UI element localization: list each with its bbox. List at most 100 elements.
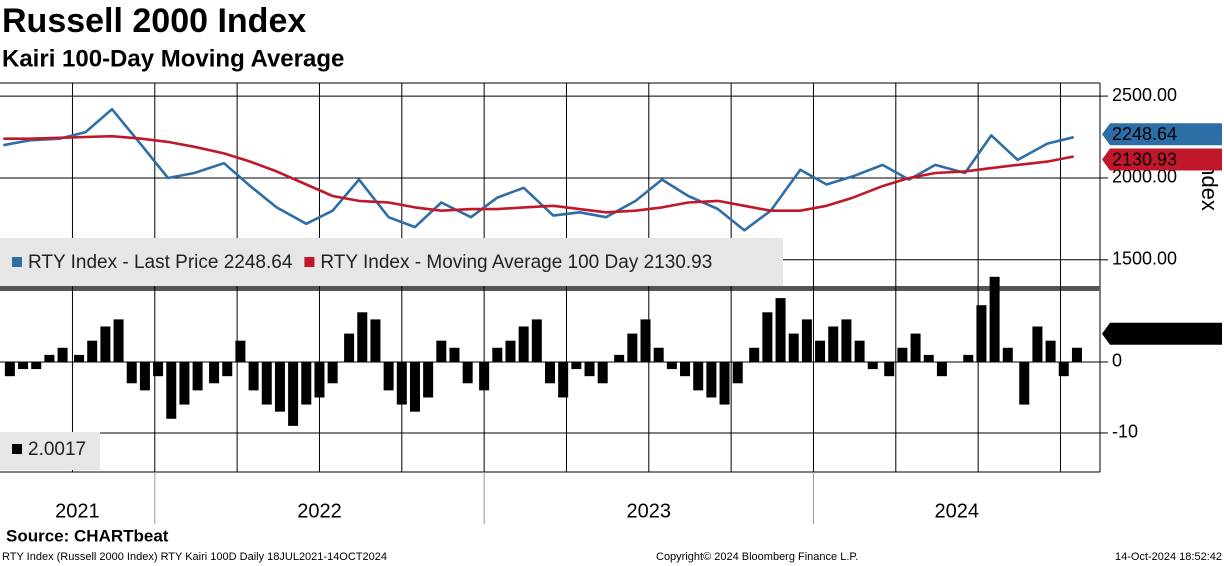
bar bbox=[113, 319, 124, 362]
bar bbox=[222, 361, 233, 377]
bar bbox=[314, 361, 325, 398]
bar bbox=[423, 361, 434, 398]
bar bbox=[209, 361, 220, 384]
bar bbox=[100, 326, 111, 362]
y-tick-label: -10 bbox=[1112, 422, 1138, 442]
bar bbox=[261, 361, 272, 405]
bar bbox=[87, 340, 98, 362]
x-tick-label: 2023 bbox=[627, 500, 672, 522]
bar bbox=[235, 340, 246, 362]
bar bbox=[370, 319, 381, 362]
bar bbox=[31, 361, 42, 370]
bar bbox=[409, 361, 420, 412]
bar bbox=[867, 361, 878, 370]
bar bbox=[4, 361, 15, 377]
bar bbox=[706, 361, 717, 398]
bar bbox=[584, 361, 595, 377]
bar bbox=[680, 361, 691, 377]
bar bbox=[153, 361, 164, 377]
bar bbox=[1019, 361, 1030, 405]
bar bbox=[801, 319, 812, 362]
bar bbox=[344, 333, 355, 362]
bar bbox=[884, 361, 895, 377]
bar bbox=[640, 319, 651, 362]
bar bbox=[1071, 347, 1082, 362]
x-tick-label: 2022 bbox=[297, 500, 342, 522]
bar bbox=[1002, 347, 1013, 362]
bar bbox=[57, 347, 68, 362]
source: Source: CHARTbeat bbox=[6, 526, 169, 545]
last-value-box bbox=[1102, 123, 1222, 146]
bar bbox=[44, 354, 55, 362]
y-tick-label: 1500.00 bbox=[1112, 249, 1177, 269]
y-tick-label: 0 bbox=[1112, 351, 1122, 371]
x-tick-label: 2021 bbox=[55, 500, 100, 522]
bar bbox=[749, 347, 760, 362]
panel-divider bbox=[0, 286, 1100, 291]
bar bbox=[531, 319, 542, 362]
bar bbox=[1032, 326, 1043, 362]
bar bbox=[18, 361, 29, 370]
bar bbox=[357, 312, 368, 362]
bar bbox=[653, 347, 664, 362]
bar bbox=[505, 340, 516, 362]
bar bbox=[910, 333, 921, 362]
bar bbox=[558, 361, 569, 398]
bar bbox=[139, 361, 150, 391]
bar bbox=[518, 326, 529, 362]
bar bbox=[462, 361, 473, 384]
bar bbox=[989, 276, 1000, 362]
footer-left: RTY Index (Russell 2000 Index) RTY Kairi… bbox=[2, 551, 387, 563]
legend-label: RTY Index - Last Price 2248.64 bbox=[28, 252, 293, 273]
last-value-label: 2130.93 bbox=[1112, 149, 1177, 169]
bar bbox=[126, 361, 137, 384]
bar bbox=[479, 361, 490, 391]
bar bbox=[815, 340, 826, 362]
bar bbox=[492, 347, 503, 362]
bar bbox=[762, 312, 773, 362]
footer-center: Copyright© 2024 Bloomberg Finance L.P. bbox=[656, 551, 858, 563]
last-value-box bbox=[1102, 322, 1222, 345]
footer-right: 14-Oct-2024 18:52:42 bbox=[1115, 551, 1222, 563]
bar bbox=[719, 361, 730, 405]
last-value-label: 2.0017 bbox=[1112, 324, 1167, 344]
bar bbox=[936, 361, 947, 377]
bar bbox=[897, 347, 908, 362]
bar bbox=[74, 354, 85, 362]
bar bbox=[1058, 361, 1069, 377]
line bbox=[3, 107, 1075, 232]
bar bbox=[841, 319, 852, 362]
legend-swatch bbox=[304, 257, 315, 267]
last-value-label: 2248.64 bbox=[1112, 124, 1177, 144]
bar bbox=[383, 361, 394, 391]
legend-swatch bbox=[12, 444, 22, 454]
y-tick-label: 2000.00 bbox=[1112, 167, 1177, 187]
line bbox=[3, 134, 1074, 214]
last-value-box bbox=[1102, 148, 1222, 171]
bar bbox=[923, 354, 934, 362]
bar bbox=[274, 361, 285, 412]
bar bbox=[192, 361, 203, 391]
bar bbox=[775, 298, 786, 362]
legend-label: RTY Index - Moving Average 100 Day 2130.… bbox=[320, 252, 712, 273]
bar bbox=[179, 361, 190, 405]
chart-subtitle: Kairi 100-Day Moving Average bbox=[2, 45, 344, 72]
bar bbox=[436, 340, 447, 362]
bar bbox=[327, 361, 338, 384]
bar bbox=[597, 361, 608, 384]
bar bbox=[301, 361, 312, 405]
bar bbox=[248, 361, 259, 391]
x-tick-label: 2024 bbox=[934, 500, 979, 522]
bar bbox=[693, 361, 704, 391]
bar bbox=[963, 354, 974, 362]
bar bbox=[854, 340, 865, 362]
bar bbox=[627, 333, 638, 362]
bar bbox=[1045, 340, 1056, 362]
chart-title: Russell 2000 Index bbox=[2, 2, 306, 40]
bar bbox=[828, 326, 839, 362]
bar bbox=[545, 361, 555, 384]
bar bbox=[449, 347, 460, 362]
y-tick-label: 2500.00 bbox=[1112, 85, 1177, 105]
legend-label: 2.0017 bbox=[28, 439, 86, 460]
